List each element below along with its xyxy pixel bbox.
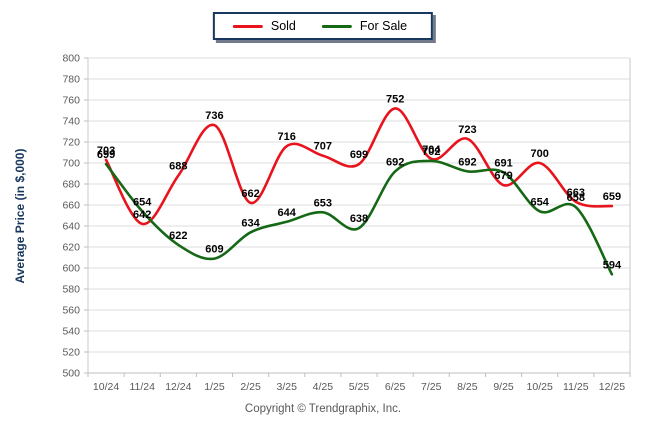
- svg-text:702: 702: [422, 146, 440, 158]
- svg-text:5/25: 5/25: [349, 381, 370, 393]
- price-trend-line-chart: 500 520 540 560 580 600 620 640 660 680 700 720 740 7…: [62, 53, 631, 393]
- svg-text:662: 662: [241, 188, 259, 200]
- svg-text:622: 622: [169, 230, 187, 242]
- svg-text:654: 654: [530, 196, 549, 208]
- svg-text:12/24: 12/24: [165, 381, 191, 393]
- svg-text:660: 660: [62, 200, 80, 212]
- svg-text:692: 692: [386, 156, 404, 168]
- svg-text:11/24: 11/24: [129, 381, 155, 393]
- legend-item-sold: Sold: [232, 19, 296, 33]
- svg-text:707: 707: [314, 141, 332, 153]
- svg-text:1/25: 1/25: [204, 381, 225, 393]
- svg-text:11/25: 11/25: [563, 381, 589, 393]
- svg-text:8/25: 8/25: [457, 381, 478, 393]
- svg-text:12/25: 12/25: [599, 381, 625, 393]
- svg-text:638: 638: [350, 213, 368, 225]
- svg-text:703: 703: [97, 145, 115, 157]
- svg-text:720: 720: [62, 137, 80, 149]
- svg-text:723: 723: [458, 124, 476, 136]
- svg-text:644: 644: [278, 207, 297, 219]
- svg-text:634: 634: [241, 217, 260, 229]
- svg-text:653: 653: [314, 197, 332, 209]
- legend: Sold For Sale: [212, 12, 434, 40]
- copyright-text: Copyright © Trendgraphix, Inc.: [244, 403, 402, 415]
- legend-label-for-sale: For Sale: [359, 19, 408, 33]
- svg-text:620: 620: [62, 242, 80, 254]
- svg-text:663: 663: [567, 187, 585, 199]
- svg-text:654: 654: [133, 196, 152, 208]
- svg-text:736: 736: [205, 110, 223, 122]
- svg-text:7/25: 7/25: [421, 381, 442, 393]
- svg-text:740: 740: [62, 116, 80, 128]
- svg-text:2/25: 2/25: [240, 381, 261, 393]
- sold-line-swatch: [232, 24, 263, 28]
- svg-text:560: 560: [62, 305, 80, 317]
- svg-text:700: 700: [530, 148, 548, 160]
- svg-text:691: 691: [494, 157, 512, 169]
- svg-text:6/25: 6/25: [385, 381, 406, 393]
- svg-text:752: 752: [386, 93, 404, 105]
- svg-text:680: 680: [62, 179, 80, 191]
- svg-text:716: 716: [278, 131, 296, 143]
- svg-text:10/25: 10/25: [527, 381, 553, 393]
- svg-text:700: 700: [62, 158, 80, 170]
- svg-text:4/25: 4/25: [313, 381, 334, 393]
- svg-text:659: 659: [603, 191, 621, 203]
- svg-text:658: 658: [567, 192, 585, 204]
- svg-text:500: 500: [62, 368, 80, 380]
- svg-text:699: 699: [97, 149, 115, 161]
- svg-text:688: 688: [169, 161, 187, 173]
- svg-text:580: 580: [62, 284, 80, 296]
- legend-item-for-sale: For Sale: [321, 19, 408, 33]
- svg-text:3/25: 3/25: [277, 381, 298, 393]
- svg-text:10/24: 10/24: [93, 381, 119, 393]
- for-sale-line-swatch: [321, 24, 352, 28]
- svg-text:679: 679: [494, 170, 512, 182]
- svg-text:699: 699: [350, 149, 368, 161]
- svg-text:594: 594: [603, 259, 622, 271]
- svg-text:692: 692: [458, 156, 476, 168]
- svg-text:704: 704: [422, 144, 441, 156]
- svg-text:800: 800: [62, 53, 80, 65]
- svg-text:600: 600: [62, 263, 80, 275]
- svg-text:642: 642: [133, 209, 151, 221]
- svg-text:760: 760: [62, 95, 80, 107]
- svg-text:540: 540: [62, 326, 80, 338]
- svg-text:520: 520: [62, 347, 80, 359]
- svg-text:640: 640: [62, 221, 80, 233]
- legend-label-sold: Sold: [270, 19, 296, 33]
- svg-text:780: 780: [62, 74, 80, 86]
- svg-text:609: 609: [205, 244, 223, 256]
- svg-text:9/25: 9/25: [493, 381, 514, 393]
